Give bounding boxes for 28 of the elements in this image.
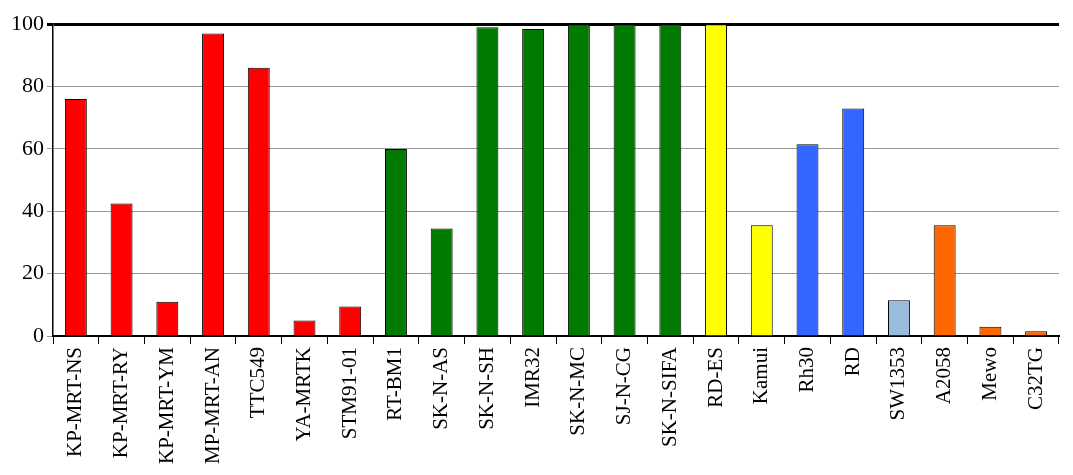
- x-tick-label: Mewo: [976, 347, 1001, 401]
- x-tick-label: RD-ES: [702, 347, 727, 408]
- x-tick-label: MP-MRT-AN: [199, 347, 224, 465]
- x-tick-label: RT-BM1: [382, 347, 407, 421]
- x-tick-label: SK-N-SH: [473, 347, 498, 430]
- x-tick-label: Kamui: [748, 346, 773, 405]
- x-tick-label: C32TG: [1022, 347, 1047, 411]
- x-tick-label: SW1353: [885, 347, 910, 421]
- x-tick-label: SK-N-AS: [428, 347, 453, 430]
- x-tick-label: SK-N-SIFA: [656, 346, 681, 447]
- x-tick-label: Rh30: [794, 347, 819, 393]
- x-tick-label: KP-MRT-RY: [108, 347, 133, 459]
- x-tick-label: SK-N-MC: [565, 347, 590, 436]
- x-tick-label: STM91-01: [336, 347, 361, 440]
- y-tick-label: 100: [11, 9, 44, 35]
- x-tick-label: SJ-N-CG: [611, 347, 636, 426]
- y-tick-label: 80: [22, 72, 44, 98]
- y-tick-label: 20: [22, 259, 44, 285]
- y-tick-label: 0: [33, 321, 44, 347]
- x-tick-label: YA-MRTK: [291, 347, 316, 442]
- x-tick-label: KP-MRT-NS: [62, 347, 87, 458]
- y-tick-label: 40: [22, 197, 44, 223]
- x-tick-label: TTC549: [245, 347, 270, 419]
- x-tick-label: IMR32: [519, 347, 544, 408]
- x-tick-label: KP-MRT-YM: [153, 346, 178, 465]
- x-tick-label: A2058: [931, 347, 956, 405]
- y-tick-label: 60: [22, 134, 44, 160]
- x-tick-label: RD: [839, 347, 864, 377]
